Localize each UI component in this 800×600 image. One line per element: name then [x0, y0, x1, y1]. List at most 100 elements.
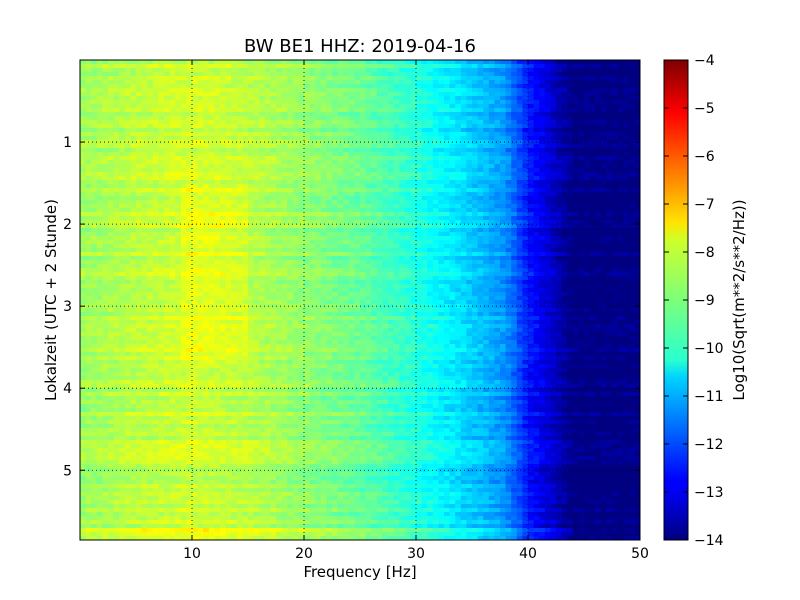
- heatmap-cell: [164, 76, 171, 81]
- heatmap-cell: [91, 236, 98, 241]
- heatmap-cell: [494, 224, 501, 229]
- heatmap-cell: [455, 252, 462, 257]
- heatmap-cell: [85, 160, 92, 165]
- heatmap-cell: [264, 188, 271, 193]
- heatmap-cell: [488, 224, 495, 229]
- heatmap-cell: [511, 200, 518, 205]
- heatmap-cell: [102, 116, 109, 121]
- heatmap-cell: [544, 100, 551, 105]
- heatmap-cell: [410, 216, 417, 221]
- heatmap-cell: [376, 140, 383, 145]
- heatmap-cell: [164, 188, 171, 193]
- heatmap-cell: [500, 164, 507, 169]
- heatmap-cell: [623, 224, 630, 229]
- heatmap-cell: [304, 160, 311, 165]
- heatmap-cell: [136, 176, 143, 181]
- heatmap-cell: [320, 76, 327, 81]
- heatmap-cell: [584, 140, 591, 145]
- heatmap-cell: [472, 256, 479, 261]
- heatmap-cell: [91, 144, 98, 149]
- heatmap-cell: [320, 120, 327, 125]
- heatmap-cell: [315, 132, 322, 137]
- heatmap-cell: [483, 116, 490, 121]
- heatmap-cell: [320, 80, 327, 85]
- heatmap-cell: [427, 180, 434, 185]
- heatmap-cell: [304, 224, 311, 229]
- heatmap-cell: [360, 124, 367, 129]
- heatmap-cell: [522, 216, 529, 221]
- heatmap-cell: [550, 104, 557, 109]
- heatmap-cell: [416, 224, 423, 229]
- heatmap-cell: [404, 76, 411, 81]
- heatmap-cell: [634, 84, 640, 89]
- heatmap-cell: [360, 108, 367, 113]
- heatmap-cell: [164, 92, 171, 97]
- heatmap-cell: [427, 128, 434, 133]
- heatmap-cell: [634, 80, 640, 85]
- heatmap-cell: [589, 176, 596, 181]
- heatmap-cell: [231, 196, 238, 201]
- heatmap-cell: [309, 120, 316, 125]
- heatmap-cell: [298, 72, 305, 77]
- heatmap-cell: [533, 148, 540, 153]
- heatmap-cell: [169, 128, 176, 133]
- heatmap-cell: [365, 132, 372, 137]
- heatmap-cell: [393, 60, 400, 65]
- heatmap-cell: [455, 60, 462, 65]
- heatmap-cell: [561, 232, 568, 237]
- heatmap-cell: [192, 80, 199, 85]
- heatmap-cell: [500, 252, 507, 257]
- heatmap-cell: [124, 144, 131, 149]
- heatmap-cell: [320, 100, 327, 105]
- heatmap-cell: [287, 188, 294, 193]
- heatmap-cell: [253, 128, 260, 133]
- heatmap-cell: [348, 112, 355, 117]
- heatmap-cell: [214, 72, 221, 77]
- heatmap-cell: [628, 236, 635, 241]
- heatmap-cell: [360, 208, 367, 213]
- heatmap-cell: [287, 220, 294, 225]
- heatmap-cell: [511, 64, 518, 69]
- heatmap-cell: [242, 212, 249, 217]
- heatmap-cell: [561, 128, 568, 133]
- heatmap-cell: [326, 60, 333, 65]
- heatmap-cell: [259, 84, 266, 89]
- heatmap-cell: [595, 200, 602, 205]
- heatmap-cell: [488, 100, 495, 105]
- heatmap-cell: [236, 164, 243, 169]
- heatmap-cell: [343, 172, 350, 177]
- heatmap-cell: [528, 168, 535, 173]
- heatmap-cell: [80, 116, 87, 121]
- heatmap-cell: [164, 120, 171, 125]
- heatmap-cell: [147, 60, 154, 65]
- heatmap-cell: [124, 224, 131, 229]
- heatmap-cell: [567, 112, 574, 117]
- heatmap-cell: [444, 168, 451, 173]
- heatmap-cell: [505, 116, 512, 121]
- heatmap-cell: [315, 140, 322, 145]
- heatmap-cell: [393, 220, 400, 225]
- heatmap-cell: [600, 228, 607, 233]
- heatmap-cell: [292, 144, 299, 149]
- heatmap-cell: [108, 172, 115, 177]
- heatmap-cell: [382, 160, 389, 165]
- heatmap-cell: [600, 184, 607, 189]
- heatmap-cell: [354, 148, 361, 153]
- heatmap-cell: [556, 244, 563, 249]
- heatmap-cell: [220, 228, 227, 233]
- heatmap-cell: [197, 100, 204, 105]
- heatmap-cell: [634, 188, 640, 193]
- heatmap-cell: [572, 224, 579, 229]
- heatmap-cell: [382, 60, 389, 65]
- heatmap-cell: [382, 156, 389, 161]
- heatmap-cell: [505, 76, 512, 81]
- heatmap-cell: [119, 140, 126, 145]
- heatmap-cell: [472, 188, 479, 193]
- heatmap-cell: [192, 112, 199, 117]
- heatmap-cell: [253, 252, 260, 257]
- heatmap-cell: [360, 84, 367, 89]
- heatmap-cell: [326, 208, 333, 213]
- heatmap-cell: [617, 232, 624, 237]
- heatmap-cell: [259, 116, 266, 121]
- heatmap-cell: [421, 152, 428, 157]
